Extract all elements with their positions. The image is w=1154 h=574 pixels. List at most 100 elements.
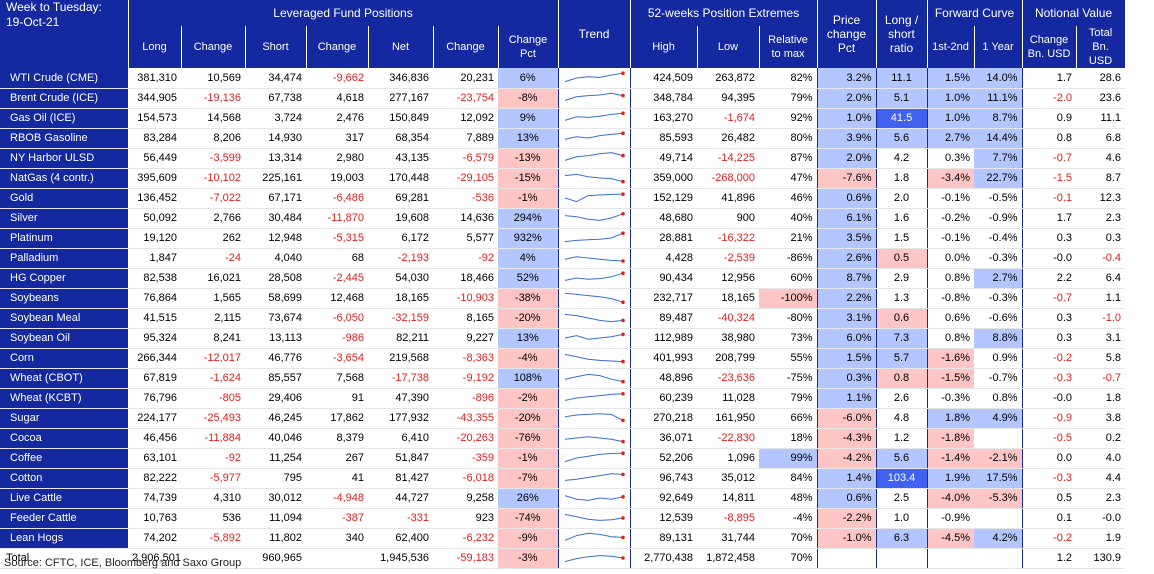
- row-label: Platinum: [0, 228, 129, 249]
- cell-long: 56,449: [128, 148, 181, 169]
- row-label: Gas Oil (ICE): [0, 108, 129, 129]
- cell-chg3: -6,018: [433, 468, 498, 489]
- cell-ratio: 11.1: [876, 68, 928, 89]
- col-low: Low: [697, 26, 760, 68]
- cell-nvt: 130.9: [1076, 547, 1126, 569]
- cell-low: 38,980: [697, 328, 760, 349]
- cell-long: 395,609: [128, 168, 181, 189]
- trend-sparkline: [564, 92, 625, 101]
- cell-price: [817, 547, 877, 569]
- cell-rel: 40%: [759, 208, 818, 229]
- cell-long: 381,310: [128, 68, 181, 89]
- cell-net: -2,193: [368, 248, 433, 269]
- cell-fc1: 1.0%: [927, 88, 975, 109]
- trend-sparkline: [564, 332, 625, 340]
- cell-ratio: 5.1: [876, 88, 928, 109]
- trend-last-point: [620, 153, 625, 158]
- cell-rel: -100%: [759, 287, 818, 309]
- trend-last-point: [620, 131, 625, 135]
- row-label: Brent Crude (ICE): [0, 88, 129, 109]
- cell-high: 163,270: [630, 108, 698, 129]
- cell-fc1: [927, 547, 975, 569]
- cell-chg: 2,115: [181, 308, 245, 329]
- cell-rel: 73%: [759, 328, 818, 349]
- cell-short: 34,474: [245, 68, 306, 89]
- cell-nvt: 1.8: [1076, 388, 1126, 409]
- cell-rel: 79%: [759, 388, 818, 409]
- trend-sparkline: [564, 451, 625, 463]
- cell-ratio: 1.2: [876, 428, 928, 449]
- cell-net: -32,159: [368, 308, 433, 329]
- cell-price: -4.2%: [817, 448, 877, 469]
- cell-fc1: -0.3%: [927, 388, 975, 409]
- cell-net: 6,172: [368, 228, 433, 249]
- row-label: Corn: [0, 348, 129, 369]
- row-label: Cotton: [0, 468, 129, 489]
- cell-nvt: 28.6: [1076, 68, 1126, 89]
- cell-nvc: -0.2: [1022, 348, 1077, 369]
- cell-chg3: 923: [433, 508, 498, 529]
- cell-chg: -7,022: [181, 187, 245, 209]
- cell-long: 266,344: [128, 348, 181, 369]
- cell-nvt: 23.6: [1076, 88, 1126, 109]
- row-label: Soybean Oil: [0, 328, 129, 349]
- cell-short: 13,314: [245, 148, 306, 169]
- cell-chg3: -92: [433, 248, 498, 269]
- cell-chg: 8,206: [181, 128, 245, 149]
- cell-high: 12,539: [630, 508, 698, 529]
- cell-nvc: -0.7: [1022, 287, 1077, 309]
- cell-nvt: 0.2: [1076, 428, 1126, 449]
- cell-long: 1,847: [128, 248, 181, 269]
- cell-chg2: -6,486: [306, 187, 368, 209]
- cell-rel: 99%: [759, 448, 818, 469]
- cell-fc2: 8.8%: [974, 328, 1023, 349]
- cell-fc1: -1.4%: [927, 448, 975, 469]
- cell-ratio: 5.6: [876, 128, 928, 149]
- cell-long: 67,819: [128, 368, 181, 389]
- cell-rel: -4%: [759, 508, 818, 529]
- trend-last-point: [620, 93, 625, 98]
- cell-ratio: 4.8: [876, 407, 928, 429]
- trend-sparkline: [564, 256, 625, 263]
- cell-long: 76,796: [128, 388, 181, 409]
- cell-ratio: 0.5: [876, 248, 928, 269]
- cell-fc2: 0.8%: [974, 388, 1023, 409]
- cell-chg2: 19,003: [306, 168, 368, 189]
- col-high: High: [630, 26, 698, 68]
- trend-last-point: [620, 179, 625, 184]
- cell-ratio: 5.7: [876, 348, 928, 369]
- cell-rel: -80%: [759, 308, 818, 329]
- cell-high: 348,784: [630, 88, 698, 109]
- cell-price: 1.0%: [817, 108, 877, 129]
- cell-high: 60,239: [630, 388, 698, 409]
- cell-rel: 87%: [759, 148, 818, 169]
- cell-low: -16,322: [697, 228, 760, 249]
- col-net: Net: [368, 26, 434, 68]
- cell-low: 26,482: [697, 128, 760, 149]
- trend-sparkline: [564, 532, 625, 541]
- cell-price: 3.2%: [817, 68, 877, 89]
- cell-net: 68,354: [368, 128, 433, 149]
- cell-fc1: 1.0%: [927, 108, 975, 129]
- cell-rel: 47%: [759, 168, 818, 189]
- cell-chg3: 9,227: [433, 328, 498, 349]
- trend-last-point: [620, 271, 625, 275]
- cell-long: 82,538: [128, 268, 181, 289]
- trend-line: [564, 132, 623, 140]
- trend-line: [564, 333, 623, 340]
- trend-cell: [558, 148, 631, 169]
- cell-fc1: 2.7%: [927, 128, 975, 149]
- cell-nvc: 0.1: [1022, 508, 1077, 529]
- cell-pct: 932%: [498, 228, 559, 249]
- cell-nvc: -0.0: [1022, 248, 1077, 269]
- trend-sparkline: [564, 353, 625, 364]
- trend-sparkline: [564, 413, 625, 423]
- cell-pct: -8%: [498, 88, 559, 109]
- trend-last-point: [620, 516, 625, 520]
- cell-nvc: -2.0: [1022, 88, 1077, 109]
- cell-fc1: 1.8%: [927, 407, 975, 429]
- table-row: Brent Crude (ICE) 344,905 -19,136 67,738 4,6…: [0, 88, 1154, 109]
- trend-line: [564, 92, 623, 101]
- cell-ratio: 5.6: [876, 448, 928, 469]
